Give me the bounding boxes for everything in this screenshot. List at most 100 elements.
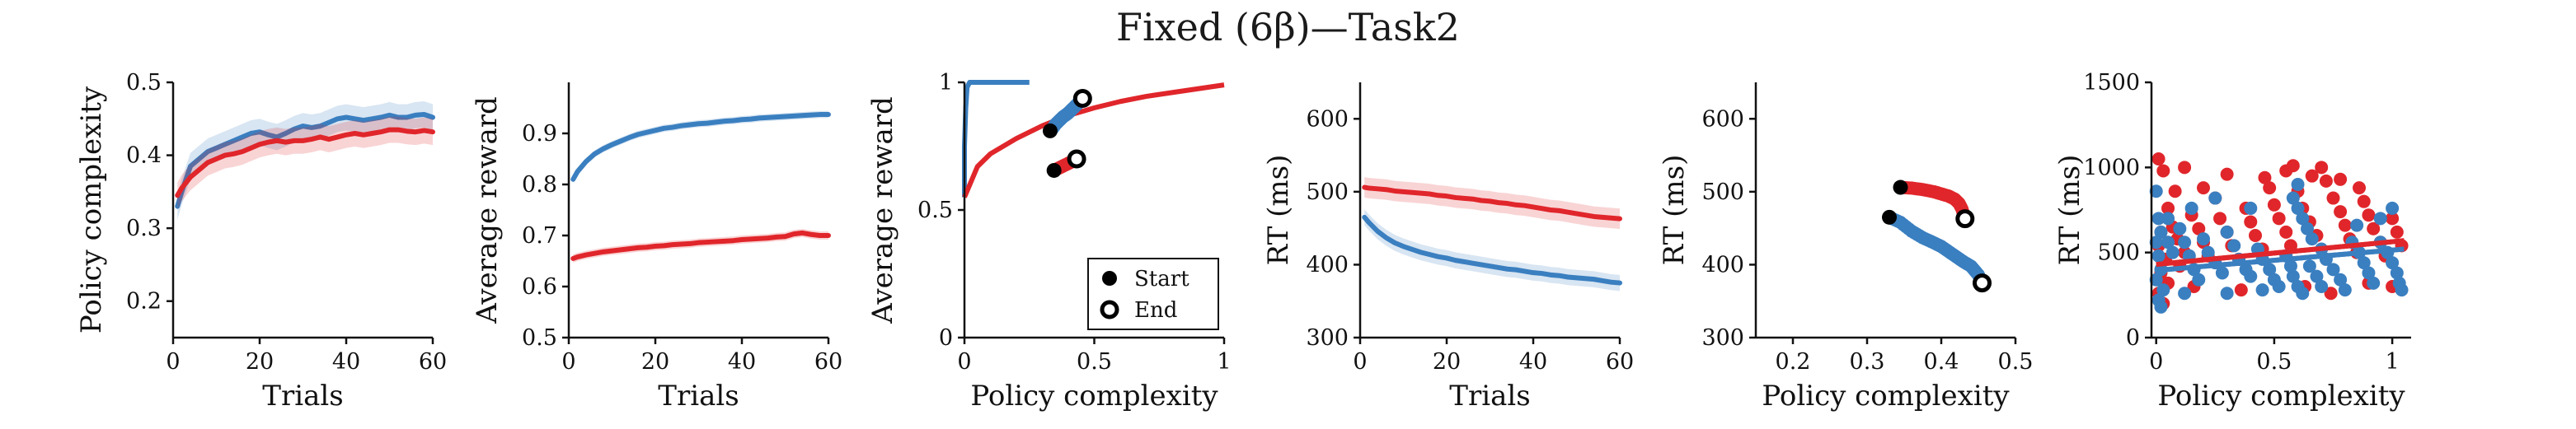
- x-tick-label: 40: [1519, 349, 1547, 375]
- y-axis-label: Policy complexity: [75, 86, 108, 333]
- scatter-point-blue: [2178, 287, 2192, 301]
- x-tick-label: 0: [2149, 349, 2163, 375]
- scatter-point-blue: [2373, 212, 2387, 226]
- scatter-point-blue: [2263, 263, 2277, 277]
- legend-label: End: [1134, 298, 1177, 323]
- scatter-point-red: [2362, 208, 2376, 222]
- scatter-point-blue: [2296, 287, 2310, 301]
- scatter-point-blue: [2220, 225, 2234, 239]
- scatter-point-blue: [2149, 273, 2163, 287]
- x-axis-label: Trials: [262, 380, 343, 413]
- scatter-point-red: [2168, 184, 2182, 198]
- scatter-point-blue: [2272, 280, 2286, 293]
- y-tick-label: 300: [1701, 325, 1744, 351]
- x-tick-label: 0: [957, 349, 971, 375]
- scatter-point-blue: [2154, 300, 2168, 314]
- x-tick-label: 60: [814, 349, 842, 375]
- y-axis-label: RT (ms): [1262, 155, 1295, 266]
- y-tick-label: 500: [1306, 180, 1349, 205]
- scatter-point-blue: [2334, 273, 2348, 287]
- scatter-point-blue: [2362, 266, 2376, 280]
- scatter-point-blue: [2286, 191, 2300, 205]
- x-tick-label: 0: [1353, 349, 1367, 375]
- scatter-point-red: [2319, 174, 2333, 188]
- y-tick-label: 1: [939, 70, 953, 96]
- scatter-point-blue: [2244, 201, 2258, 215]
- x-tick-label: 0.2: [1776, 349, 1811, 375]
- scatter-point-blue: [2201, 245, 2215, 259]
- y-tick-label: 600: [1701, 106, 1744, 132]
- scatter-point-red: [2263, 181, 2277, 195]
- scatter-point-red: [2244, 215, 2258, 229]
- series-blue-band: [177, 101, 433, 220]
- y-tick-label: 0.5: [522, 325, 557, 351]
- x-tick-label: 60: [419, 349, 447, 375]
- scatter-point-blue: [2156, 283, 2170, 297]
- scatter-point-red: [2156, 164, 2170, 178]
- x-tick-label: 20: [246, 349, 274, 375]
- scatter-point-blue: [2165, 245, 2180, 259]
- scatter-point-blue: [2286, 269, 2300, 283]
- y-axis-label: RT (ms): [1658, 155, 1691, 266]
- series-blue-band: [1364, 209, 1620, 291]
- x-tick-label: 0: [561, 349, 575, 375]
- scatter-point-blue: [2154, 225, 2168, 239]
- scatter-point-blue: [2310, 269, 2324, 283]
- y-tick-label: 600: [1306, 106, 1349, 132]
- x-axis-label: Policy complexity: [1762, 380, 2010, 413]
- end-marker: [1973, 273, 1992, 293]
- chart-panel-2: 0 20 40 60 0.5 0.6 0.7 0.8 0.9 Trials Average rewa…: [471, 82, 842, 413]
- scatter-point-red: [2258, 170, 2272, 184]
- x-tick-label: 60: [1606, 349, 1634, 375]
- x-tick-label: 20: [641, 349, 669, 375]
- scatter-point-blue: [2215, 266, 2229, 280]
- scatter-point-blue: [2390, 266, 2404, 280]
- x-tick-label: 0.5: [2256, 349, 2292, 375]
- scatter-point-blue: [2326, 263, 2340, 277]
- scatter-point-blue: [2338, 283, 2352, 297]
- scatter-point-red: [2324, 287, 2338, 301]
- legend-marker-start: [1102, 271, 1117, 286]
- scatter-point-red: [2357, 194, 2371, 208]
- scatter-point-blue: [2386, 256, 2400, 270]
- scatter-point-blue: [2192, 273, 2206, 287]
- scatter-point-blue: [2395, 283, 2409, 297]
- scatter-point-blue: [2161, 235, 2175, 249]
- scatter-point-blue: [2184, 201, 2198, 215]
- scatter-point-red: [2161, 201, 2175, 215]
- scatter-point-red: [2367, 221, 2381, 235]
- y-axis-label: Average reward: [866, 96, 899, 324]
- scatter-point-blue: [2367, 276, 2381, 290]
- y-tick-label: 0.8: [522, 172, 557, 198]
- x-tick-label: 20: [1433, 349, 1461, 375]
- x-tick-label: 0.3: [1850, 349, 1885, 375]
- y-tick-label: 500: [1701, 180, 1744, 205]
- scatter-point-blue: [2291, 201, 2305, 215]
- scatter-point-red: [2197, 181, 2210, 195]
- scatter-point-red: [2386, 212, 2400, 226]
- scatter-point-red: [2234, 283, 2248, 297]
- scatter-point-blue: [2302, 259, 2316, 273]
- y-axis-label: RT (ms): [2053, 155, 2086, 266]
- end-marker: [1955, 209, 1975, 229]
- y-tick-label: 300: [1306, 325, 1349, 351]
- series-blue-line: [1362, 214, 1622, 286]
- x-tick-label: 1: [1217, 349, 1231, 375]
- scatter-point-red: [2151, 152, 2165, 166]
- series-red-band: [177, 116, 433, 209]
- figure-title: Fixed (6β)—Task2: [1116, 5, 1460, 49]
- scatter-point-red: [2178, 161, 2192, 175]
- scatter-point-blue: [2208, 191, 2222, 205]
- scatter-point-red: [2272, 212, 2286, 226]
- scatter-point-red: [2279, 225, 2293, 239]
- curve-red: [962, 82, 1225, 198]
- fit-line-red-top: [2156, 238, 2405, 268]
- scatter-point-blue: [2151, 212, 2165, 226]
- y-tick-label: 400: [1701, 252, 1744, 277]
- y-tick-label: 0.3: [126, 216, 162, 241]
- fit-line-blue-top: [2156, 246, 2405, 273]
- legend-label: Start: [1134, 267, 1189, 291]
- scatter-point-blue: [2220, 287, 2234, 301]
- scatter-point-blue: [2357, 256, 2371, 270]
